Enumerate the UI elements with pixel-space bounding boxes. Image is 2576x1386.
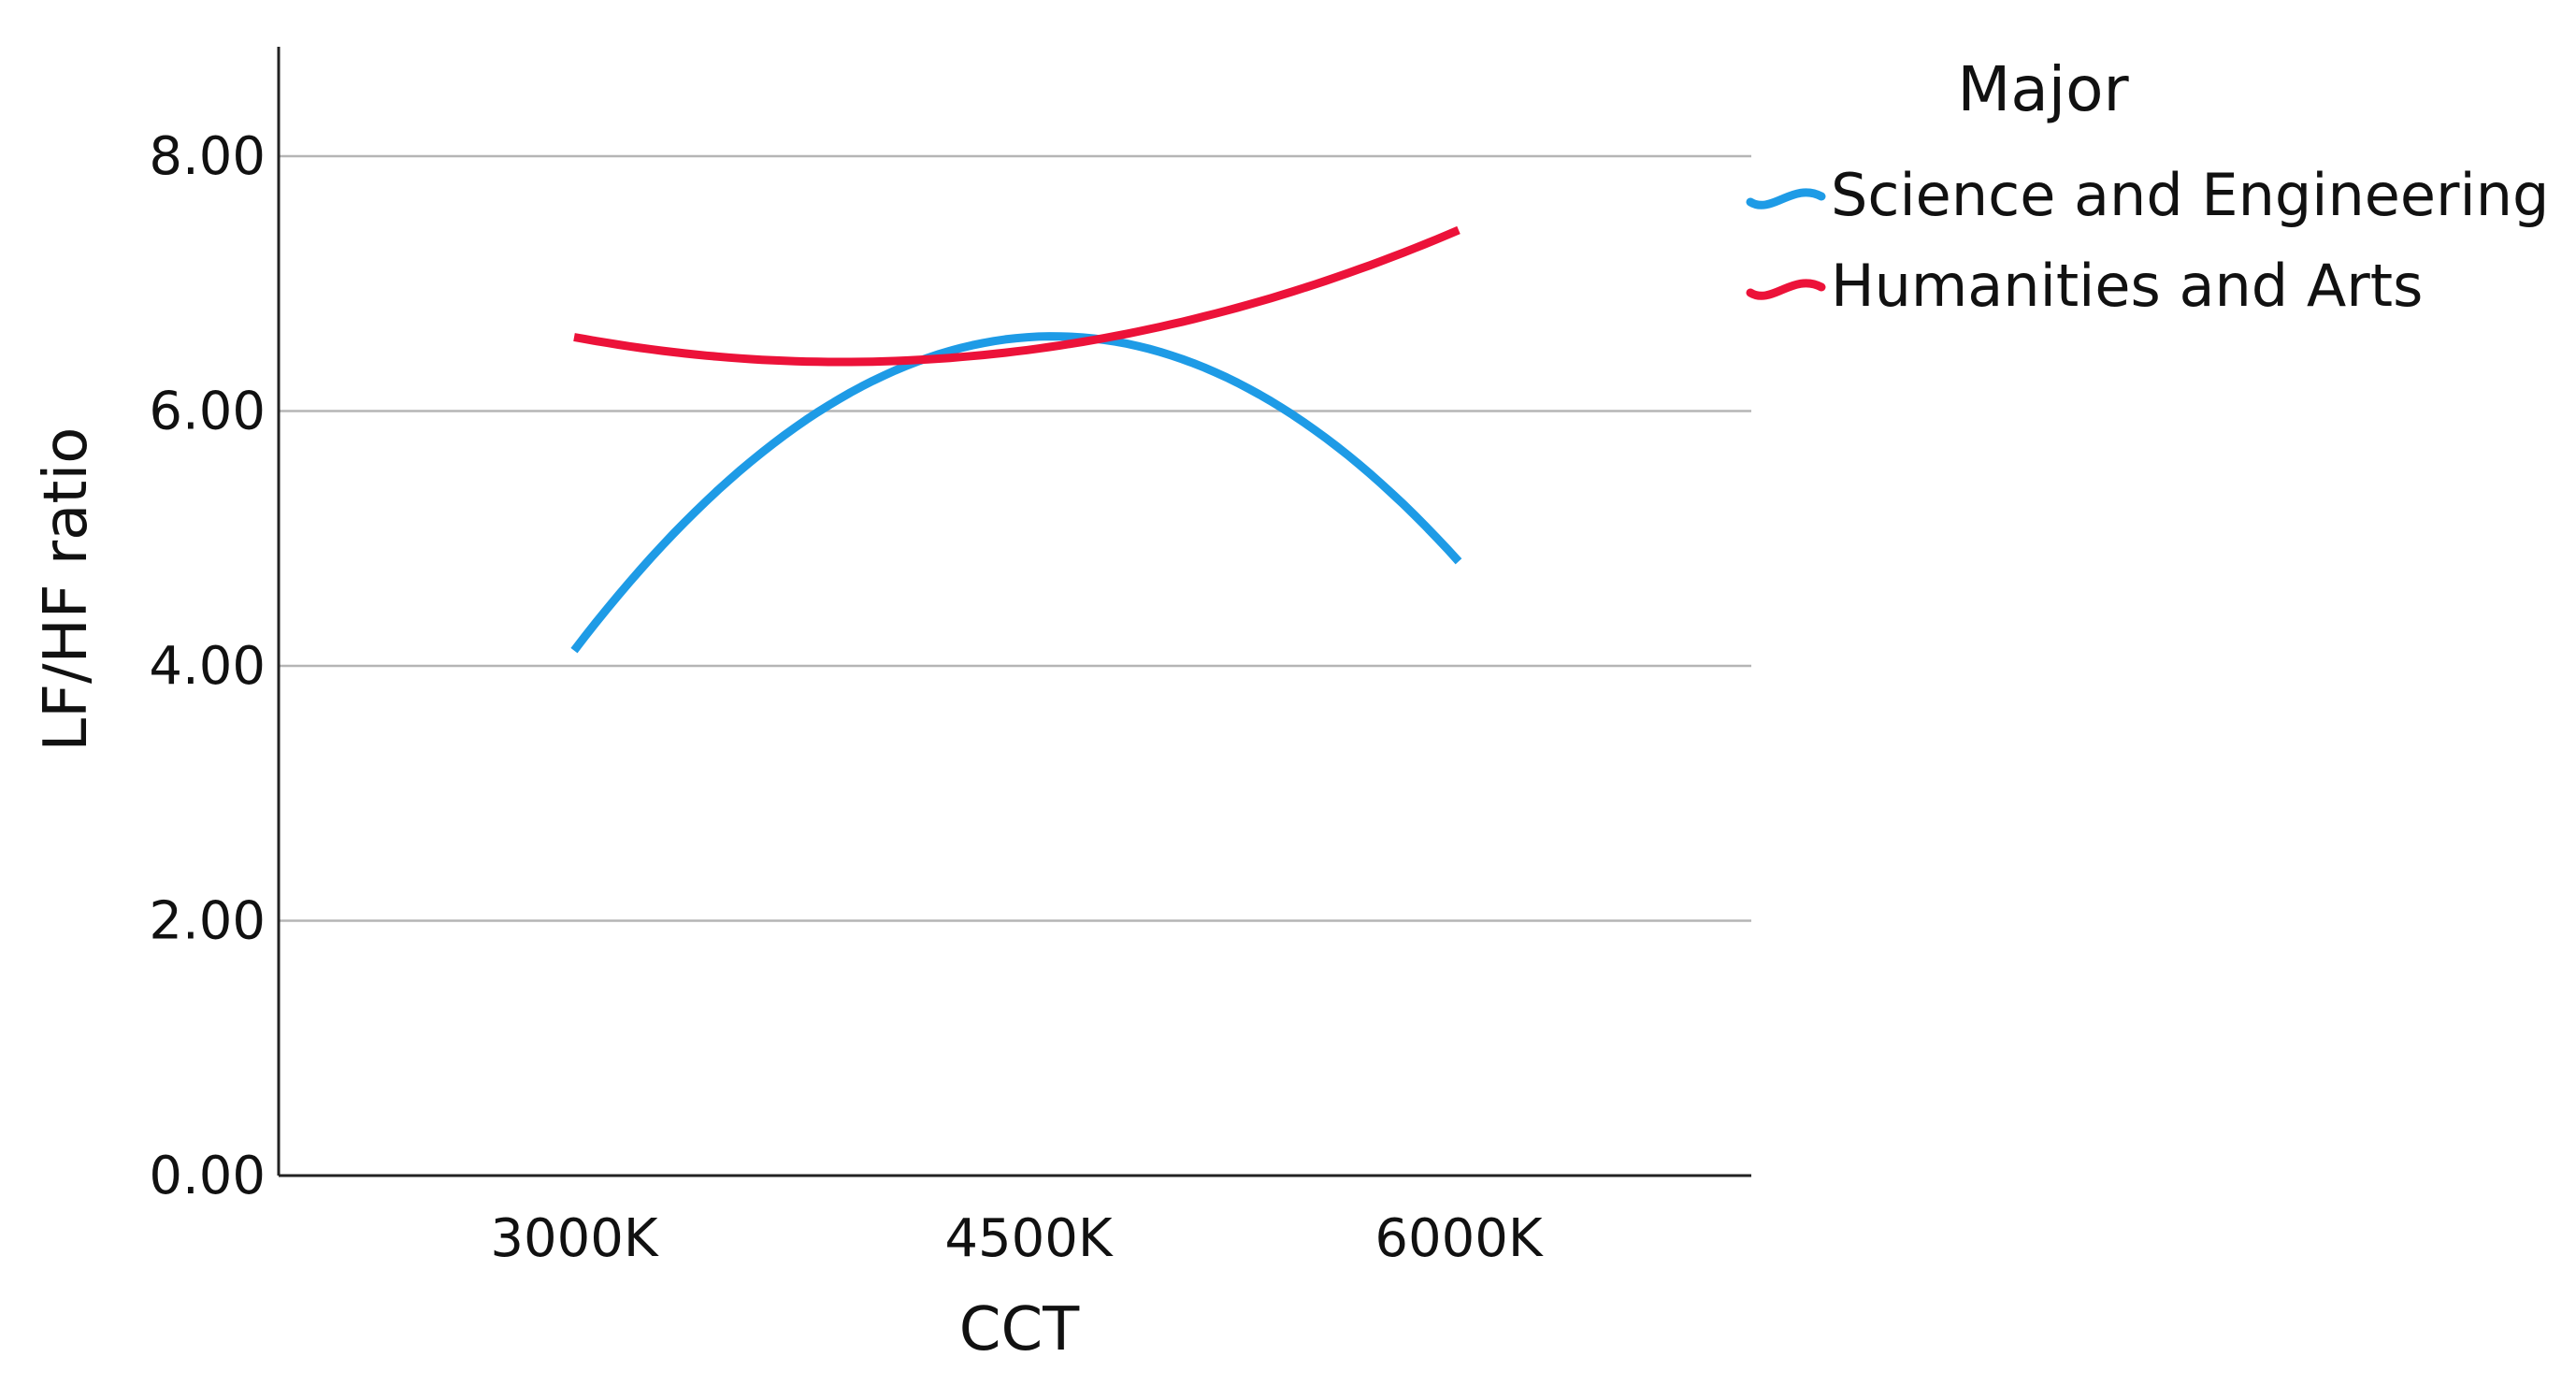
- tick-labels: 0.00 2.00 4.00 6.00 8.00 3000K 4500K 6000K: [149, 126, 1544, 1269]
- legend-label: Science and Engineering: [1831, 161, 2549, 229]
- x-tick-label: 4500K: [944, 1208, 1114, 1269]
- y-tick-label: 4.00: [149, 636, 266, 697]
- legend-swatch: [1746, 279, 1826, 300]
- series-line-humanities-and-arts: [573, 225, 1461, 367]
- series-line-science-and-engineering: [570, 332, 1462, 654]
- y-tick-label: 6.00: [149, 382, 266, 442]
- y-axis-title: LF/HF ratio: [32, 427, 101, 752]
- legend-label: Humanities and Arts: [1831, 252, 2423, 320]
- x-tick-label: 6000K: [1374, 1208, 1544, 1269]
- legend: Major Science and Engineering Humanities …: [1746, 53, 2549, 320]
- y-tick-label: 8.00: [149, 126, 266, 187]
- y-tick-label: 0.00: [149, 1146, 266, 1206]
- legend-swatch: [1746, 188, 1826, 209]
- legend-items: Science and Engineering Humanities and Ar…: [1746, 161, 2549, 320]
- gridlines: [279, 154, 1751, 922]
- y-tick-label: 2.00: [149, 891, 266, 952]
- axes: [277, 47, 1751, 1177]
- x-tick-label: 3000K: [490, 1208, 659, 1269]
- legend-title: Major: [1957, 53, 2129, 125]
- series-lines: [570, 225, 1462, 654]
- x-axis-title: CCT: [959, 1295, 1080, 1364]
